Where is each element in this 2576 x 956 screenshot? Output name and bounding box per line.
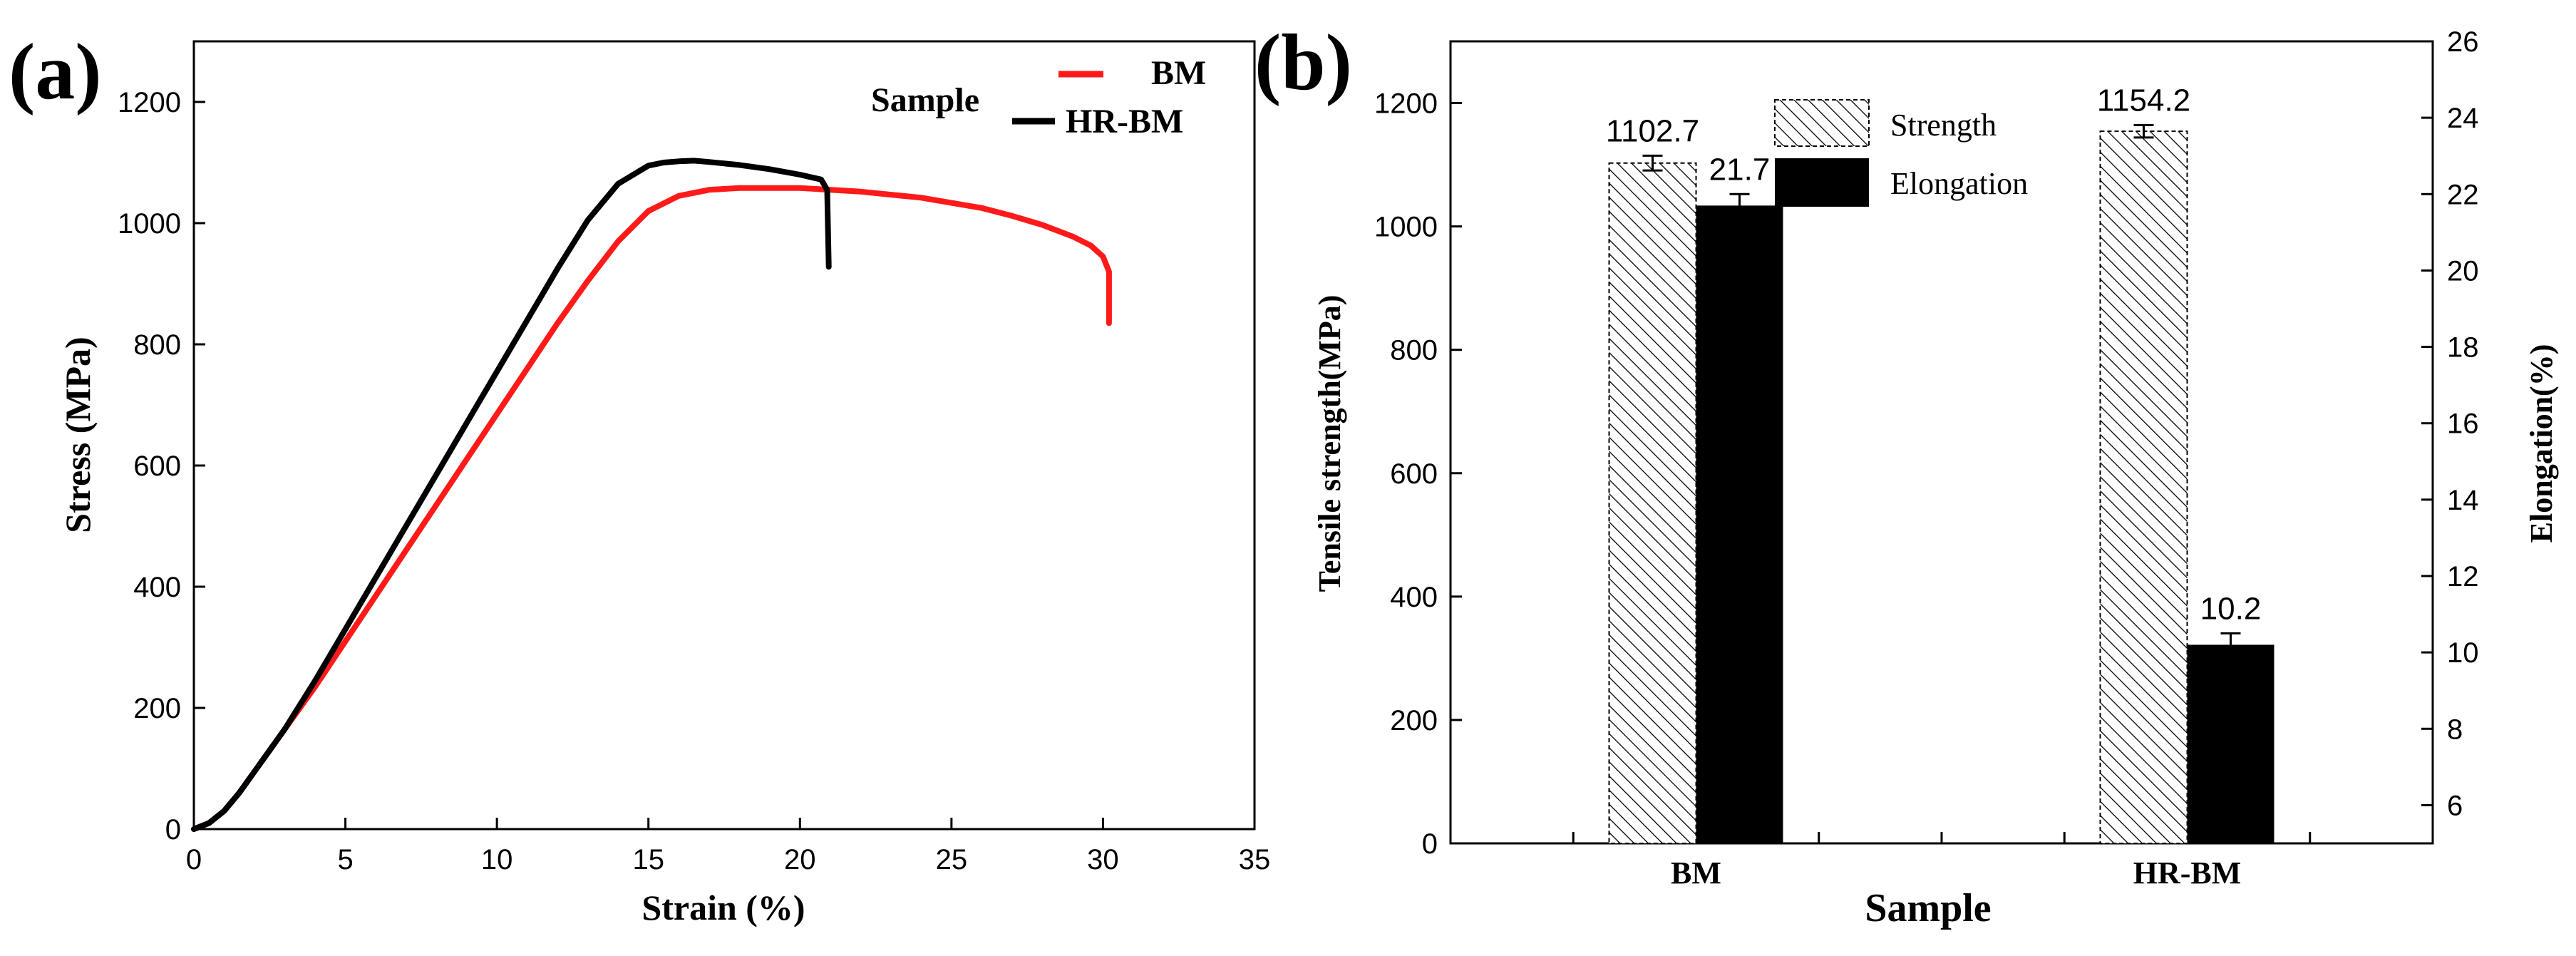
x-tick-label: 35 [1239, 844, 1271, 875]
panel-b-legend: Strength Elongation [1774, 99, 2028, 207]
right-y-tick-label: 6 [2447, 790, 2463, 821]
panel-b-y2-axis-label: Elongation(%) [2524, 344, 2559, 543]
panel-a-y-axis-label: Stress (MPa) [58, 336, 98, 533]
panel-a-y-ticks: 0 200 400 600 800 1000 1200 [118, 87, 205, 846]
panel-b-y-axis-label: Tensile strength(MPa) [1312, 295, 1347, 592]
bar-elongation-bm [1696, 205, 1783, 843]
y-tick-label: 800 [133, 329, 181, 361]
right-y-tick-label: 24 [2447, 103, 2479, 134]
left-y-tick-label: 600 [1390, 458, 1438, 490]
panel-b: (b) 0 200 400 600 800 1000 1200 6 8 10 12 14 16 18 20… [1254, 19, 2559, 930]
legend-swatch-elongation [1775, 158, 1869, 207]
x-tick-label: 0 [186, 844, 202, 875]
series-line-hr-bm [191, 158, 832, 832]
right-y-tick-label: 14 [2447, 485, 2479, 516]
panel-b-bars: 1102.7 21.7 1154.2 10.2 [1606, 83, 2274, 845]
panel-a-x-ticks: 0 5 10 15 20 25 30 35 [186, 818, 1270, 875]
left-y-tick-label: 0 [1422, 828, 1438, 860]
right-y-tick-label: 8 [2447, 714, 2463, 745]
right-y-tick-label: 20 [2447, 255, 2479, 287]
legend-label-hrbm: HR-BM [1066, 103, 1183, 140]
right-y-tick-label: 26 [2447, 26, 2479, 58]
panel-a-x-axis-label: Strain (%) [642, 888, 805, 927]
left-y-tick-label: 400 [1390, 582, 1438, 613]
panel-b-plot-frame [1449, 40, 2434, 845]
y-tick-label: 1200 [118, 87, 181, 118]
y-tick-label: 200 [133, 693, 181, 724]
panel-b-x-axis-label: Sample [1865, 886, 1991, 930]
panel-a-series [191, 158, 1112, 832]
bar-elongation-hr-bm [2187, 644, 2274, 843]
x-category-label: BM [1671, 855, 1721, 890]
x-tick-label: 5 [337, 844, 353, 875]
left-y-tick-label: 1000 [1374, 212, 1438, 243]
right-y-tick-label: 10 [2447, 637, 2479, 669]
y-tick-label: 600 [133, 451, 181, 482]
panel-b-left-y-ticks: 0 200 400 600 800 1000 1200 [1374, 88, 1462, 860]
panel-b-x-ticks: BM HR-BM [1572, 832, 2312, 890]
right-y-tick-label: 18 [2447, 332, 2479, 364]
y-tick-label: 0 [165, 814, 181, 846]
right-y-tick-label: 16 [2447, 408, 2479, 440]
legend-label-bm: BM [1151, 54, 1206, 92]
left-y-tick-label: 200 [1390, 705, 1438, 736]
bar-strength-hr-bm [2099, 130, 2188, 844]
panel-a: (a) 0 5 10 15 20 25 30 35 0 200 400 600 800 1000 1200… [9, 28, 1270, 927]
left-y-tick-label: 1200 [1374, 88, 1438, 120]
x-tick-label: 15 [632, 844, 664, 875]
data-label-elongation-hr-bm: 10.2 [2200, 591, 2262, 626]
x-tick-label: 25 [936, 844, 968, 875]
panel-a-legend-title: Sample [871, 81, 979, 119]
panel-a-label: (a) [9, 28, 102, 116]
y-tick-label: 1000 [118, 208, 181, 240]
panel-b-right-y-ticks: 6 8 10 12 14 16 18 20 22 24 26 [2421, 26, 2479, 821]
right-y-tick-label: 22 [2447, 179, 2479, 210]
left-y-tick-label: 800 [1390, 335, 1438, 366]
x-tick-label: 10 [481, 844, 513, 875]
data-label-elongation-bm: 21.7 [1709, 152, 1771, 187]
panel-b-label: (b) [1254, 19, 1352, 107]
panel-a-plot-frame [192, 40, 1256, 831]
x-tick-label: 30 [1087, 844, 1119, 875]
panel-a-legend: Sample BM HR-BM [871, 54, 1206, 140]
y-tick-label: 400 [133, 572, 181, 603]
right-y-tick-label: 12 [2447, 561, 2479, 592]
legend-label-elongation: Elongation [1890, 166, 2028, 201]
data-label-strength-bm: 1102.7 [1606, 113, 1699, 148]
x-tick-label: 20 [784, 844, 816, 875]
series-line-bm [191, 185, 1112, 832]
legend-swatch-strength [1774, 99, 1870, 147]
x-category-label: HR-BM [2133, 855, 2242, 890]
data-label-strength-hr-bm: 1154.2 [2097, 83, 2190, 118]
bar-strength-bm [1608, 162, 1697, 845]
legend-label-strength: Strength [1890, 108, 1997, 143]
